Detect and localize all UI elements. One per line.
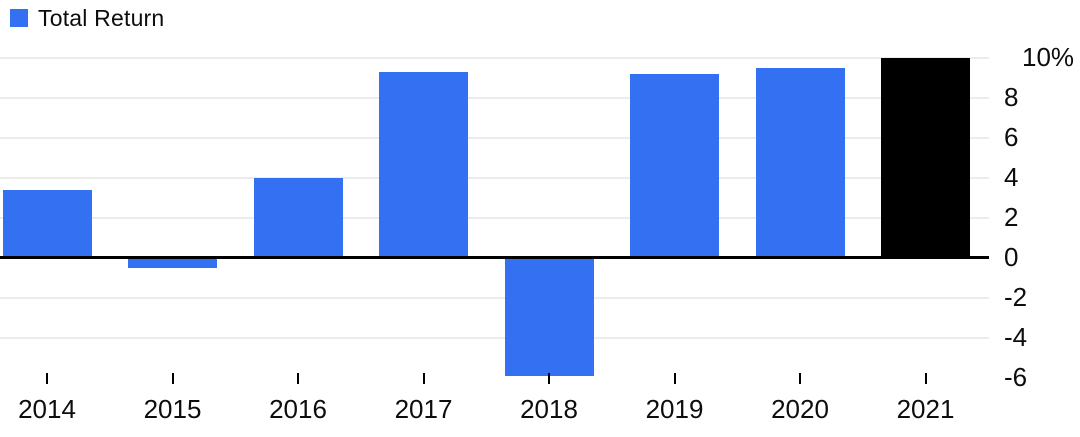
bar-2014 [2, 190, 92, 258]
x-tick-2021 [924, 373, 927, 384]
gridline--4 [0, 337, 989, 339]
bar-2016 [253, 178, 343, 258]
x-axis-label-2014: 2014 [18, 394, 76, 424]
x-axis-label-2021: 2021 [896, 394, 955, 424]
legend-swatch-icon [10, 9, 28, 27]
y-axis-label-10: 10% [1022, 41, 1075, 72]
y-axis-label-4: 4 [1004, 161, 1019, 192]
x-tick-2019 [673, 373, 676, 384]
bar-2020 [755, 68, 845, 258]
zero-axis-line [0, 256, 989, 259]
bar-2018 [504, 258, 594, 376]
gridline-2 [0, 217, 989, 219]
x-axis-label-2018: 2018 [520, 394, 578, 424]
bar-2015 [128, 258, 217, 268]
gridline-4 [0, 177, 989, 179]
x-tick-2020 [799, 373, 801, 384]
x-axis-label-2016: 2016 [269, 394, 327, 424]
x-tick-2015 [171, 373, 174, 384]
x-tick-2014 [46, 373, 48, 384]
y-axis-label-6: 6 [1004, 121, 1019, 152]
gridline--2 [0, 297, 989, 299]
x-tick-2017 [422, 373, 425, 384]
x-axis-label-2015: 2015 [143, 394, 202, 424]
x-tick-2018 [548, 373, 550, 384]
x-axis-label-2017: 2017 [394, 394, 453, 424]
y-axis-label--6: -6 [1004, 361, 1028, 392]
gridline-8 [0, 97, 989, 99]
x-tick-2016 [297, 373, 299, 384]
x-axis-label-2020: 2020 [771, 394, 829, 424]
gridline-10 [0, 57, 989, 59]
y-axis-label--2: -2 [1004, 281, 1028, 312]
bar-2021 [881, 58, 970, 258]
y-axis-label-0: 0 [1004, 241, 1019, 272]
y-axis-label-8: 8 [1004, 81, 1019, 112]
legend: Total Return [10, 4, 165, 31]
gridline-6 [0, 137, 989, 139]
x-axis-label-2019: 2019 [645, 394, 704, 424]
y-axis-label--4: -4 [1004, 321, 1028, 352]
bar-2019 [630, 74, 719, 258]
bar-2017 [379, 72, 468, 258]
legend-series-label: Total Return [38, 4, 165, 31]
y-axis-label-2: 2 [1004, 201, 1019, 232]
